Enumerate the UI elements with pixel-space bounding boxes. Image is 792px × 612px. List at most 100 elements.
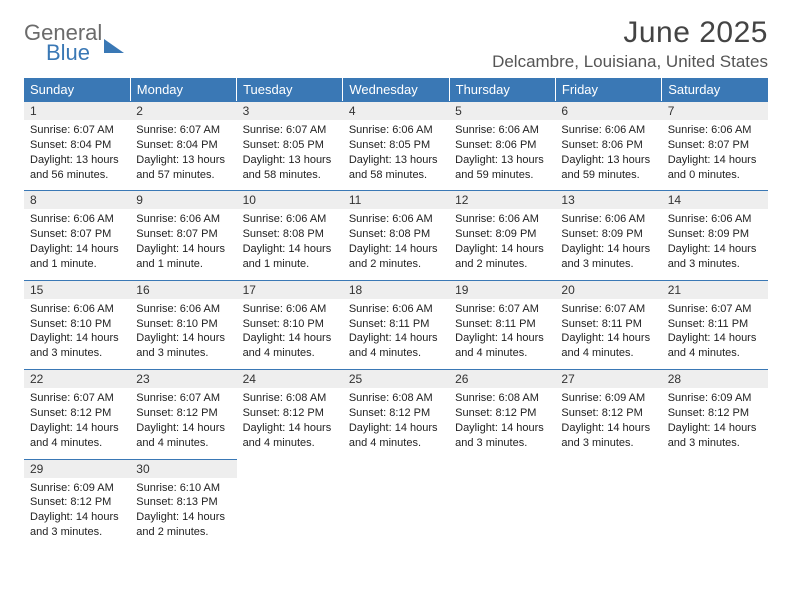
day-details: Sunrise: 6:06 AMSunset: 8:10 PMDaylight:…	[130, 299, 236, 369]
day-details: Sunrise: 6:07 AMSunset: 8:12 PMDaylight:…	[24, 388, 130, 458]
daylight-text: Daylight: 13 hours and 58 minutes.	[243, 153, 337, 183]
calendar-row: 22Sunrise: 6:07 AMSunset: 8:12 PMDayligh…	[24, 369, 768, 458]
day-number: 19	[449, 280, 555, 299]
sunset-text: Sunset: 8:11 PM	[561, 317, 655, 332]
day-number: 29	[24, 459, 130, 478]
day-number: 11	[343, 190, 449, 209]
sunset-text: Sunset: 8:07 PM	[136, 227, 230, 242]
calendar-cell: 2Sunrise: 6:07 AMSunset: 8:04 PMDaylight…	[130, 101, 236, 190]
day-details: Sunrise: 6:07 AMSunset: 8:12 PMDaylight:…	[130, 388, 236, 458]
sunrise-text: Sunrise: 6:09 AM	[561, 391, 655, 406]
sunset-text: Sunset: 8:07 PM	[30, 227, 124, 242]
calendar-cell: 7Sunrise: 6:06 AMSunset: 8:07 PMDaylight…	[662, 101, 768, 190]
day-number: 10	[237, 190, 343, 209]
weekday-row: Sunday Monday Tuesday Wednesday Thursday…	[24, 78, 768, 101]
calendar-cell: 3Sunrise: 6:07 AMSunset: 8:05 PMDaylight…	[237, 101, 343, 190]
day-details: Sunrise: 6:07 AMSunset: 8:04 PMDaylight:…	[130, 120, 236, 190]
sunrise-text: Sunrise: 6:06 AM	[349, 123, 443, 138]
daylight-text: Daylight: 14 hours and 4 minutes.	[30, 421, 124, 451]
sunset-text: Sunset: 8:09 PM	[455, 227, 549, 242]
sunrise-text: Sunrise: 6:07 AM	[136, 123, 230, 138]
day-details: Sunrise: 6:06 AMSunset: 8:06 PMDaylight:…	[555, 120, 661, 190]
day-number: 4	[343, 101, 449, 120]
calendar-cell	[343, 459, 449, 548]
sunrise-text: Sunrise: 6:06 AM	[349, 302, 443, 317]
sunset-text: Sunset: 8:12 PM	[349, 406, 443, 421]
sunset-text: Sunset: 8:10 PM	[243, 317, 337, 332]
day-number: 8	[24, 190, 130, 209]
weekday-header: Saturday	[662, 78, 768, 101]
sunrise-text: Sunrise: 6:09 AM	[30, 481, 124, 496]
sunset-text: Sunset: 8:10 PM	[30, 317, 124, 332]
daylight-text: Daylight: 14 hours and 1 minute.	[136, 242, 230, 272]
logo-text: General Blue	[24, 22, 102, 64]
daylight-text: Daylight: 14 hours and 2 minutes.	[349, 242, 443, 272]
daylight-text: Daylight: 13 hours and 59 minutes.	[455, 153, 549, 183]
sunset-text: Sunset: 8:12 PM	[455, 406, 549, 421]
day-number: 15	[24, 280, 130, 299]
sunset-text: Sunset: 8:04 PM	[136, 138, 230, 153]
sunset-text: Sunset: 8:06 PM	[561, 138, 655, 153]
sunrise-text: Sunrise: 6:06 AM	[668, 123, 762, 138]
daylight-text: Daylight: 14 hours and 4 minutes.	[243, 421, 337, 451]
sunset-text: Sunset: 8:11 PM	[668, 317, 762, 332]
sunset-text: Sunset: 8:07 PM	[668, 138, 762, 153]
day-number: 20	[555, 280, 661, 299]
weekday-header: Wednesday	[343, 78, 449, 101]
day-details: Sunrise: 6:06 AMSunset: 8:07 PMDaylight:…	[662, 120, 768, 190]
calendar-row: 29Sunrise: 6:09 AMSunset: 8:12 PMDayligh…	[24, 459, 768, 548]
day-details: Sunrise: 6:06 AMSunset: 8:09 PMDaylight:…	[555, 209, 661, 279]
calendar-cell: 1Sunrise: 6:07 AMSunset: 8:04 PMDaylight…	[24, 101, 130, 190]
logo: General Blue	[24, 16, 124, 64]
sunset-text: Sunset: 8:13 PM	[136, 495, 230, 510]
sunrise-text: Sunrise: 6:06 AM	[136, 212, 230, 227]
sunrise-text: Sunrise: 6:06 AM	[30, 212, 124, 227]
sunset-text: Sunset: 8:11 PM	[349, 317, 443, 332]
sunset-text: Sunset: 8:12 PM	[136, 406, 230, 421]
day-number: 17	[237, 280, 343, 299]
sunrise-text: Sunrise: 6:06 AM	[243, 212, 337, 227]
sunrise-text: Sunrise: 6:06 AM	[561, 212, 655, 227]
daylight-text: Daylight: 14 hours and 3 minutes.	[561, 421, 655, 451]
calendar-cell: 17Sunrise: 6:06 AMSunset: 8:10 PMDayligh…	[237, 280, 343, 369]
day-details: Sunrise: 6:07 AMSunset: 8:05 PMDaylight:…	[237, 120, 343, 190]
sunrise-text: Sunrise: 6:07 AM	[136, 391, 230, 406]
sunrise-text: Sunrise: 6:06 AM	[349, 212, 443, 227]
day-details: Sunrise: 6:06 AMSunset: 8:06 PMDaylight:…	[449, 120, 555, 190]
daylight-text: Daylight: 14 hours and 2 minutes.	[455, 242, 549, 272]
title-block: June 2025 Delcambre, Louisiana, United S…	[492, 16, 768, 72]
day-number: 27	[555, 369, 661, 388]
day-details: Sunrise: 6:07 AMSunset: 8:11 PMDaylight:…	[449, 299, 555, 369]
calendar-cell: 30Sunrise: 6:10 AMSunset: 8:13 PMDayligh…	[130, 459, 236, 548]
calendar-cell: 23Sunrise: 6:07 AMSunset: 8:12 PMDayligh…	[130, 369, 236, 458]
sunrise-text: Sunrise: 6:07 AM	[30, 391, 124, 406]
calendar-cell: 22Sunrise: 6:07 AMSunset: 8:12 PMDayligh…	[24, 369, 130, 458]
sunrise-text: Sunrise: 6:06 AM	[243, 302, 337, 317]
daylight-text: Daylight: 14 hours and 4 minutes.	[136, 421, 230, 451]
calendar-cell	[662, 459, 768, 548]
daylight-text: Daylight: 13 hours and 56 minutes.	[30, 153, 124, 183]
day-number: 2	[130, 101, 236, 120]
day-details: Sunrise: 6:06 AMSunset: 8:07 PMDaylight:…	[130, 209, 236, 279]
logo-line2: Blue	[46, 42, 102, 64]
daylight-text: Daylight: 13 hours and 58 minutes.	[349, 153, 443, 183]
calendar-cell: 5Sunrise: 6:06 AMSunset: 8:06 PMDaylight…	[449, 101, 555, 190]
daylight-text: Daylight: 14 hours and 4 minutes.	[668, 331, 762, 361]
day-details: Sunrise: 6:07 AMSunset: 8:11 PMDaylight:…	[662, 299, 768, 369]
day-number: 24	[237, 369, 343, 388]
sunset-text: Sunset: 8:05 PM	[243, 138, 337, 153]
sunrise-text: Sunrise: 6:06 AM	[668, 212, 762, 227]
page-title: June 2025	[492, 16, 768, 50]
day-number: 6	[555, 101, 661, 120]
calendar-cell: 8 Sunrise: 6:06 AMSunset: 8:07 PMDaylight…	[24, 190, 130, 279]
sunset-text: Sunset: 8:09 PM	[668, 227, 762, 242]
sunrise-text: Sunrise: 6:06 AM	[136, 302, 230, 317]
sunrise-text: Sunrise: 6:10 AM	[136, 481, 230, 496]
calendar-cell: 26Sunrise: 6:08 AMSunset: 8:12 PMDayligh…	[449, 369, 555, 458]
calendar-cell: 25Sunrise: 6:08 AMSunset: 8:12 PMDayligh…	[343, 369, 449, 458]
calendar-cell: 18Sunrise: 6:06 AMSunset: 8:11 PMDayligh…	[343, 280, 449, 369]
sunset-text: Sunset: 8:12 PM	[30, 406, 124, 421]
daylight-text: Daylight: 14 hours and 1 minute.	[243, 242, 337, 272]
calendar-cell: 29Sunrise: 6:09 AMSunset: 8:12 PMDayligh…	[24, 459, 130, 548]
daylight-text: Daylight: 14 hours and 1 minute.	[30, 242, 124, 272]
